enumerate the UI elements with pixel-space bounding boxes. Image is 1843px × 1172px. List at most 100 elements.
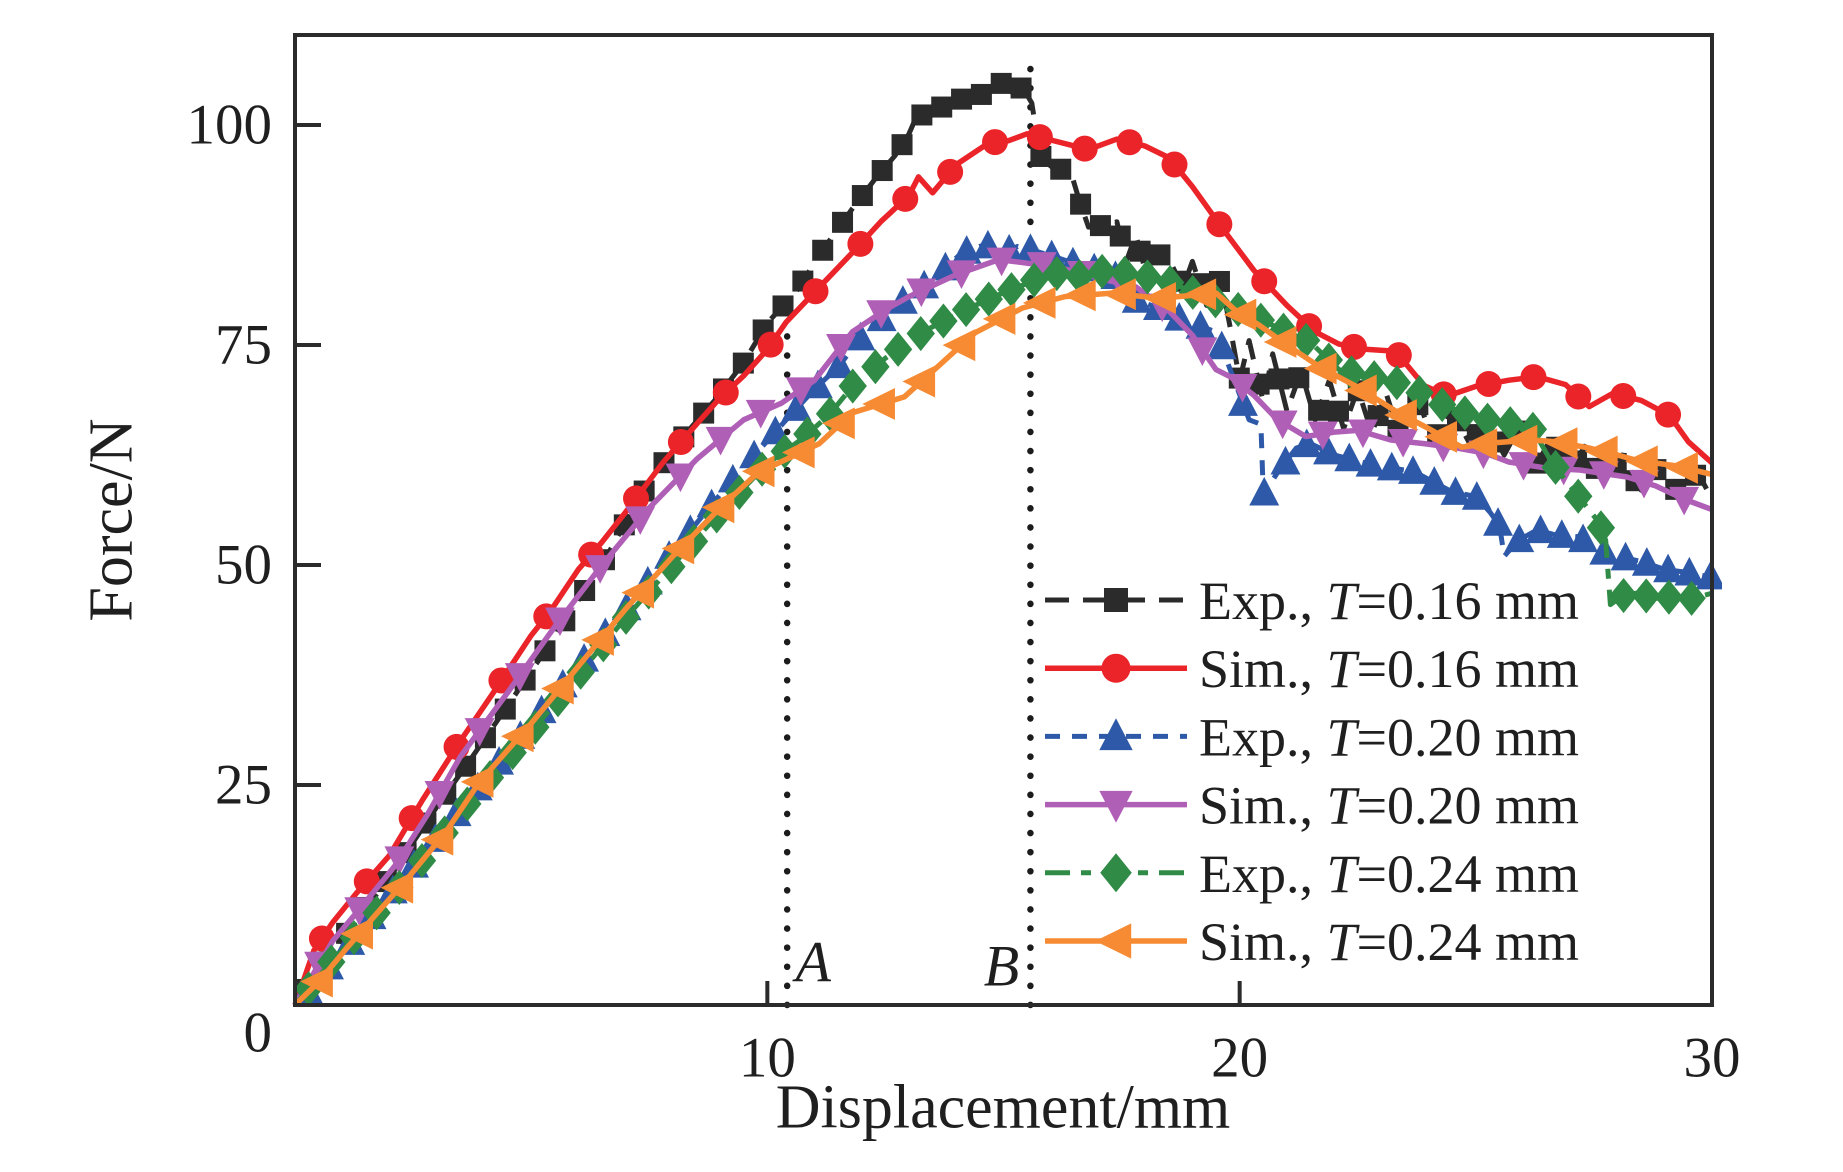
legend-marker-triangle-left-sim-t-0-24-mm (1095, 923, 1132, 959)
marker-square-exp-t-0-16-mm (951, 88, 973, 110)
marker-triangle-down-sim-t-0-20-mm (344, 897, 375, 926)
marker-triangle-left-sim-t-0-24-mm (1183, 278, 1217, 311)
y-tick-label-0: 0 (244, 1002, 273, 1065)
marker-square-exp-t-0-16-mm (1129, 240, 1151, 262)
marker-triangle-left-sim-t-0-24-mm (621, 576, 655, 609)
marker-triangle-up-exp-t-0-20-mm (1398, 455, 1428, 484)
marker-diamond-exp-t-0-24-mm (793, 416, 822, 452)
annotation-label-B: B (984, 934, 1019, 999)
marker-square-exp-t-0-16-mm (1089, 215, 1111, 237)
marker-triangle-left-sim-t-0-24-mm (500, 720, 534, 753)
marker-triangle-down-sim-t-0-20-mm (946, 260, 977, 290)
marker-triangle-down-sim-t-0-20-mm (1026, 252, 1057, 281)
marker-circle-sim-t-0-16-mm (1385, 342, 1412, 369)
marker-triangle-down-sim-t-0-20-mm (826, 333, 856, 363)
marker-triangle-up-exp-t-0-20-mm (1546, 519, 1577, 548)
series-sim-t-0-24-mm (293, 278, 1713, 1007)
marker-diamond-exp-t-0-24-mm (1133, 259, 1162, 295)
marker-triangle-left-sim-t-0-24-mm (942, 329, 976, 362)
marker-diamond-exp-t-0-24-mm (657, 549, 686, 585)
marker-triangle-left-sim-t-0-24-mm (822, 407, 855, 440)
legend-row-exp-t-0-16-mm: Exp., T=0.16 mm (1045, 571, 1579, 631)
marker-circle-sim-t-0-16-mm (1161, 151, 1188, 178)
marker-diamond-exp-t-0-24-mm (1609, 578, 1638, 614)
marker-triangle-left-sim-t-0-24-mm (1103, 278, 1136, 311)
legend-row-sim-t-0-20-mm: Sim., T=0.20 mm (1045, 776, 1579, 836)
marker-triangle-left-sim-t-0-24-mm (380, 871, 414, 904)
marker-diamond-exp-t-0-24-mm (906, 315, 935, 352)
marker-circle-sim-t-0-16-mm (667, 429, 694, 456)
marker-triangle-up-exp-t-0-20-mm (1631, 547, 1662, 576)
marker-triangle-up-exp-t-0-20-mm (824, 349, 855, 379)
marker-triangle-left-sim-t-0-24-mm (1384, 399, 1417, 431)
marker-circle-sim-t-0-16-mm (1026, 124, 1053, 151)
marker-triangle-down-sim-t-0-20-mm (906, 278, 937, 308)
legend-row-exp-t-0-24-mm: Exp., T=0.24 mm (1045, 844, 1579, 904)
marker-square-exp-t-0-16-mm (1268, 368, 1290, 390)
marker-square-exp-t-0-16-mm (970, 83, 992, 105)
marker-triangle-down-sim-t-0-20-mm (1187, 337, 1218, 366)
y-tick-label-50: 50 (215, 534, 272, 597)
marker-diamond-exp-t-0-24-mm (1564, 478, 1593, 514)
marker-triangle-up-exp-t-0-20-mm (1440, 476, 1471, 505)
marker-triangle-down-sim-t-0-20-mm (585, 555, 616, 584)
marker-diamond-exp-t-0-24-mm (883, 331, 913, 367)
marker-triangle-left-sim-t-0-24-mm (581, 623, 614, 656)
marker-square-exp-t-0-16-mm (851, 185, 873, 207)
marker-triangle-down-sim-t-0-20-mm (1508, 452, 1539, 481)
marker-triangle-down-sim-t-0-20-mm (1307, 421, 1338, 451)
marker-circle-sim-t-0-16-mm (353, 868, 380, 895)
marker-diamond-exp-t-0-24-mm (951, 292, 981, 328)
legend: Exp., T=0.16 mm Sim., T=0.16 mm Exp., T=0.… (1045, 571, 1579, 972)
marker-square-exp-t-0-16-mm (911, 104, 933, 126)
marker-triangle-left-sim-t-0-24-mm (420, 823, 454, 856)
legend-label-exp-t-0-24-mm: Exp., T=0.24 mm (1199, 844, 1579, 904)
marker-triangle-down-sim-t-0-20-mm (545, 607, 575, 637)
marker-circle-sim-t-0-16-mm (1655, 401, 1682, 428)
marker-triangle-up-exp-t-0-20-mm (845, 321, 876, 351)
legend-row-exp-t-0-20-mm: Exp., T=0.20 mm (1045, 707, 1579, 767)
marker-triangle-left-sim-t-0-24-mm (1263, 326, 1297, 358)
marker-diamond-exp-t-0-24-mm (1019, 262, 1049, 298)
marker-circle-sim-t-0-16-mm (1071, 135, 1098, 162)
marker-triangle-up-exp-t-0-20-mm (1355, 448, 1386, 477)
annotation-label-A: A (791, 930, 831, 995)
marker-triangle-up-exp-t-0-20-mm (1291, 428, 1322, 458)
marker-square-exp-t-0-16-mm (891, 134, 913, 156)
marker-triangle-down-sim-t-0-20-mm (745, 399, 776, 429)
marker-circle-sim-t-0-16-mm (1116, 129, 1143, 156)
marker-triangle-up-exp-t-0-20-mm (1674, 556, 1705, 586)
marker-triangle-down-sim-t-0-20-mm (1629, 469, 1659, 499)
marker-circle-sim-t-0-16-mm (892, 185, 919, 212)
marker-circle-sim-t-0-16-mm (847, 230, 874, 257)
y-tick-label-25: 25 (215, 754, 272, 817)
marker-triangle-left-sim-t-0-24-mm (1544, 427, 1578, 460)
marker-diamond-exp-t-0-24-mm (1677, 580, 1706, 616)
y-tick-label-75: 75 (215, 314, 272, 377)
marker-diamond-exp-t-0-24-mm (1291, 322, 1321, 358)
marker-triangle-down-sim-t-0-20-mm (1267, 410, 1298, 440)
marker-triangle-down-sim-t-0-20-mm (1347, 419, 1378, 449)
marker-triangle-down-sim-t-0-20-mm (464, 718, 495, 747)
marker-diamond-exp-t-0-24-mm (1654, 579, 1684, 615)
marker-triangle-down-sim-t-0-20-mm (785, 377, 816, 406)
legend-marker-triangle-down-sim-t-0-20-mm (1099, 790, 1133, 823)
marker-triangle-left-sim-t-0-24-mm (741, 455, 775, 488)
marker-triangle-left-sim-t-0-24-mm (1143, 282, 1176, 315)
marker-square-exp-t-0-16-mm (812, 239, 834, 261)
marker-square-exp-t-0-16-mm (832, 211, 854, 233)
marker-diamond-exp-t-0-24-mm (1450, 395, 1480, 431)
marker-diamond-exp-t-0-24-mm (611, 599, 641, 635)
marker-triangle-up-exp-t-0-20-mm (1313, 435, 1343, 465)
marker-diamond-exp-t-0-24-mm (997, 272, 1026, 308)
legend-label-sim-t-0-20-mm: Sim., T=0.20 mm (1199, 776, 1579, 836)
marker-circle-sim-t-0-16-mm (623, 485, 650, 512)
marker-triangle-up-exp-t-0-20-mm (1461, 481, 1492, 510)
marker-circle-sim-t-0-16-mm (1520, 364, 1547, 391)
marker-triangle-up-exp-t-0-20-mm (1610, 541, 1641, 571)
marker-square-exp-t-0-16-mm (871, 160, 893, 182)
marker-triangle-down-sim-t-0-20-mm (424, 780, 455, 810)
marker-circle-sim-t-0-16-mm (1206, 211, 1233, 238)
